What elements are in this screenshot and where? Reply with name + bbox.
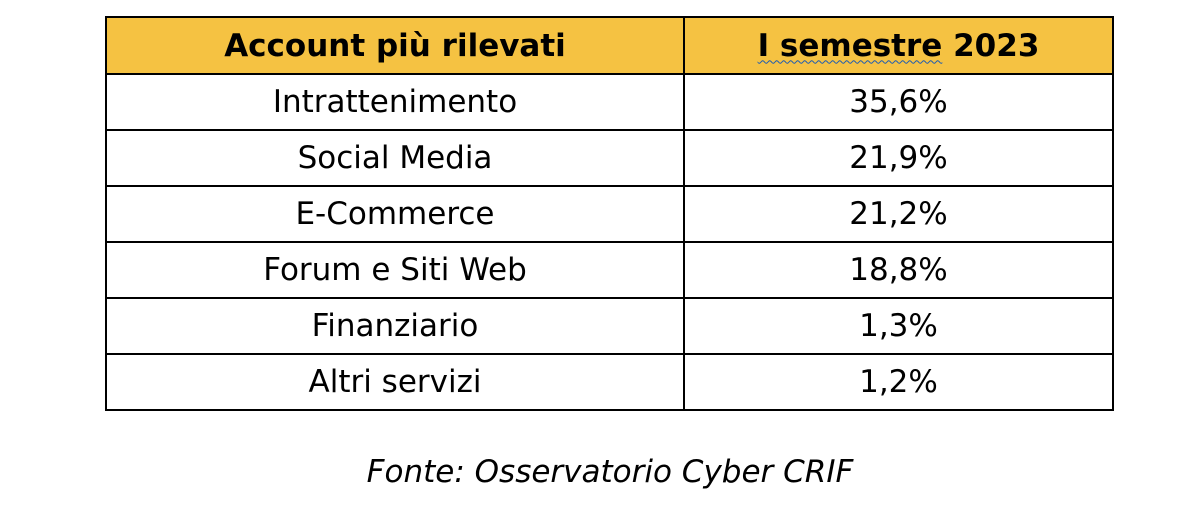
row-value: 35,6%: [683, 73, 1114, 131]
table-row: Altri servizi 1,2%: [105, 353, 1114, 411]
table-row: E-Commerce 21,2%: [105, 185, 1114, 243]
row-label: Intrattenimento: [105, 73, 685, 131]
row-value: 18,8%: [683, 241, 1114, 299]
table-header-row: Account più rilevati I semestre 2023: [105, 16, 1114, 75]
row-label: Altri servizi: [105, 353, 685, 411]
table-row: Finanziario 1,3%: [105, 297, 1114, 355]
row-value: 21,2%: [683, 185, 1114, 243]
header-account-type: Account più rilevati: [105, 16, 685, 75]
table-row: Intrattenimento 35,6%: [105, 73, 1114, 131]
row-label: E-Commerce: [105, 185, 685, 243]
table-row: Forum e Siti Web 18,8%: [105, 241, 1114, 299]
header-period-year: 2023: [942, 27, 1040, 64]
table-row: Social Media 21,9%: [105, 129, 1114, 187]
header-period-underlined: I semestre: [757, 27, 943, 64]
source-caption: Fonte: Osservatorio Cyber CRIF: [366, 454, 854, 490]
row-label: Finanziario: [105, 297, 685, 355]
header-period: I semestre 2023: [683, 16, 1114, 75]
accounts-table: Account più rilevati I semestre 2023 Int…: [105, 16, 1114, 411]
row-label: Social Media: [105, 129, 685, 187]
row-label: Forum e Siti Web: [105, 241, 685, 299]
row-value: 1,3%: [683, 297, 1114, 355]
row-value: 1,2%: [683, 353, 1114, 411]
row-value: 21,9%: [683, 129, 1114, 187]
